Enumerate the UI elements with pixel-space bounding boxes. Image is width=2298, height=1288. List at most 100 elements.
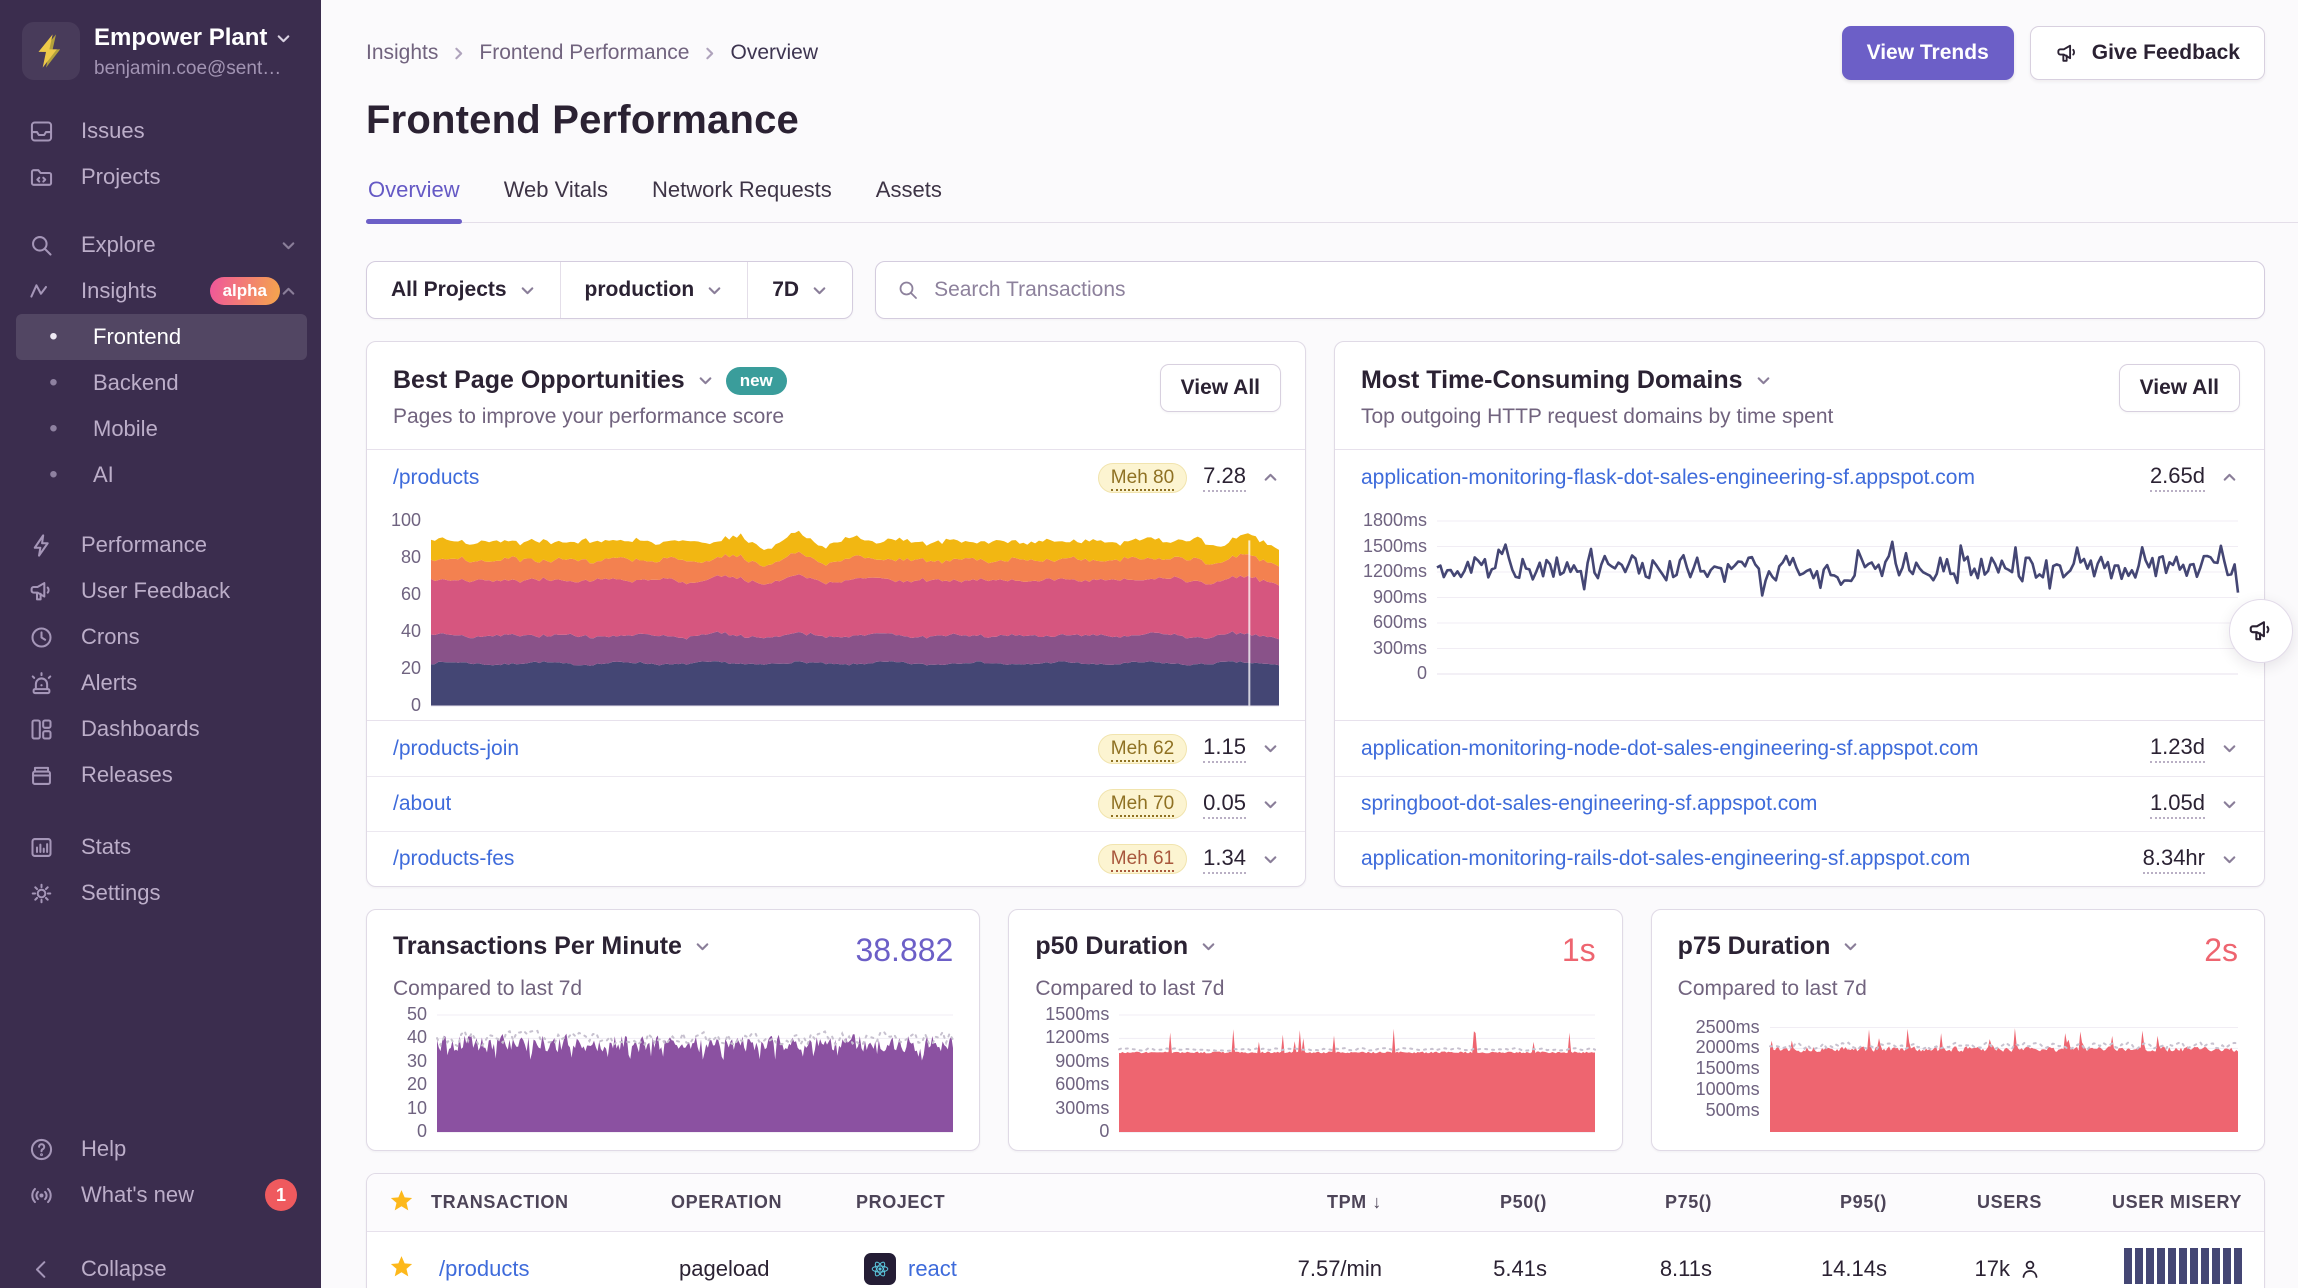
column-header-users[interactable]: USERS <box>1976 1192 2042 1212</box>
sidebar-item-performance[interactable]: Performance <box>16 522 307 568</box>
chevron-down-icon[interactable] <box>1200 938 1217 955</box>
sidebar-nav: Issues Projects Explore Insights alpha • <box>16 108 307 916</box>
sidebar-item-stats[interactable]: Stats <box>16 824 307 870</box>
tab-web-vitals[interactable]: Web Vitals <box>503 177 609 202</box>
view-trends-button[interactable]: View Trends <box>1841 26 2014 80</box>
chevron-down-icon[interactable] <box>1262 740 1279 757</box>
column-header-p75[interactable]: P75() <box>1664 1192 1712 1212</box>
domain-link[interactable]: springboot-dot-sales-engineering-sf.apps… <box>1361 792 1818 815</box>
opportunity-value: 1.34 <box>1203 845 1246 874</box>
search-icon <box>28 232 55 259</box>
score-badge[interactable]: Meh 62 <box>1097 733 1188 764</box>
page-row-products: /products Meh 80 7.28 <box>367 450 1305 505</box>
give-feedback-button[interactable]: Give Feedback <box>2029 26 2265 80</box>
page-link[interactable]: /products-join <box>393 736 520 760</box>
sidebar-item-backend[interactable]: • Backend <box>16 360 307 406</box>
org-switcher[interactable]: Empower Plant benjamin.coe@sent… <box>16 22 307 80</box>
score-badge[interactable]: Meh 80 <box>1097 462 1188 493</box>
new-badge: new <box>725 366 787 395</box>
view-all-button[interactable]: View All <box>1159 364 1281 412</box>
gear-icon <box>28 880 55 907</box>
box-icon <box>28 762 55 789</box>
column-header-project[interactable]: PROJECT <box>856 1192 946 1212</box>
org-name[interactable]: Empower Plant <box>94 24 268 51</box>
sidebar-item-frontend[interactable]: • Frontend <box>16 314 307 360</box>
date-range-filter[interactable]: 7D <box>747 262 852 318</box>
domain-link[interactable]: application-monitoring-flask-dot-sales-e… <box>1361 465 1975 489</box>
breadcrumb-insights[interactable]: Insights <box>366 41 439 64</box>
score-badge[interactable]: Meh 70 <box>1097 789 1188 819</box>
whats-new-count-badge: 1 <box>265 1179 297 1211</box>
sidebar-item-ai[interactable]: • AI <box>16 452 307 498</box>
page-link[interactable]: /products-fes <box>393 847 515 870</box>
chevron-down-icon[interactable] <box>1842 938 1859 955</box>
sidebar-item-user-feedback[interactable]: User Feedback <box>16 568 307 614</box>
page-link[interactable]: /products <box>393 465 480 489</box>
breadcrumb-frontend-performance[interactable]: Frontend Performance <box>479 41 690 64</box>
search-transactions-input[interactable] <box>934 278 2244 302</box>
star-icon[interactable] <box>389 1254 414 1279</box>
score-badge[interactable]: Meh 61 <box>1097 844 1188 874</box>
sidebar-item-explore[interactable]: Explore <box>16 222 307 268</box>
user-misery-bars <box>2124 1248 2242 1284</box>
domain-row-node: application-monitoring-node-dot-sales-en… <box>1335 721 2264 776</box>
chevron-down-icon[interactable] <box>1262 796 1279 813</box>
project-link[interactable]: react <box>908 1256 957 1281</box>
sidebar-item-whats-new[interactable]: What's new 1 <box>16 1172 307 1218</box>
column-header-transaction[interactable]: TRANSACTION <box>431 1192 569 1212</box>
environment-filter[interactable]: production <box>559 262 748 318</box>
metric-value: 38.882 <box>855 932 954 968</box>
tab-overview[interactable]: Overview <box>366 173 462 224</box>
sidebar-collapse-button[interactable]: Collapse <box>16 1246 307 1288</box>
sidebar-item-crons[interactable]: Crons <box>16 614 307 660</box>
project-cell: react <box>856 1253 1204 1285</box>
chevron-down-icon[interactable] <box>2221 851 2238 868</box>
sidebar-item-mobile[interactable]: • Mobile <box>16 406 307 452</box>
chevron-up-icon <box>282 287 295 295</box>
page-link[interactable]: /about <box>393 792 452 815</box>
bar-chart-icon <box>28 834 55 861</box>
sidebar-item-projects[interactable]: Projects <box>16 154 307 200</box>
sidebar-item-insights[interactable]: Insights alpha <box>16 268 307 314</box>
domain-link[interactable]: application-monitoring-rails-dot-sales-e… <box>1361 847 1971 870</box>
sidebar-item-help[interactable]: Help <box>16 1126 307 1172</box>
issues-icon <box>28 118 55 145</box>
chevron-down-icon[interactable] <box>697 372 714 389</box>
tab-assets[interactable]: Assets <box>875 177 942 202</box>
column-header-tpm[interactable]: TPM ↓ <box>1326 1192 1382 1212</box>
feedback-widget-button[interactable] <box>2229 599 2293 663</box>
chevron-down-icon[interactable] <box>2221 796 2238 813</box>
megaphone-icon <box>2247 617 2275 645</box>
sidebar-item-releases[interactable]: Releases <box>16 752 307 798</box>
chevron-down-icon[interactable] <box>694 938 711 955</box>
domain-link[interactable]: application-monitoring-node-dot-sales-en… <box>1361 736 1979 760</box>
project-filter[interactable]: All Projects <box>367 262 560 318</box>
chevron-down-icon[interactable] <box>2221 740 2238 757</box>
page-row-about: /about Meh 70 0.05 <box>367 776 1305 831</box>
sidebar-item-dashboards[interactable]: Dashboards <box>16 706 307 752</box>
chevron-up-icon[interactable] <box>1262 469 1279 486</box>
card-subtitle: Top outgoing HTTP request domains by tim… <box>1361 405 1834 428</box>
opportunity-value: 7.28 <box>1203 463 1246 492</box>
megaphone-icon <box>2055 41 2080 66</box>
chevron-down-icon[interactable] <box>1755 372 1772 389</box>
chevron-up-icon[interactable] <box>2221 469 2238 486</box>
tpm-cell: 7.57/min <box>1297 1256 1382 1281</box>
metric-value: 1s <box>1561 932 1596 968</box>
star-icon[interactable] <box>389 1188 414 1213</box>
chevron-down-icon[interactable] <box>1262 851 1279 868</box>
page-filter-control: All Projects production 7D <box>366 261 854 319</box>
sidebar-item-alerts[interactable]: Alerts <box>16 660 307 706</box>
dashboard-grid-icon <box>28 716 55 743</box>
tab-network-requests[interactable]: Network Requests <box>652 177 832 202</box>
sidebar-item-settings[interactable]: Settings <box>16 870 307 916</box>
view-all-button[interactable]: View All <box>2118 364 2240 412</box>
column-header-operation[interactable]: OPERATION <box>671 1192 783 1212</box>
p75-duration-chart: 2500ms 2000ms 1500ms 1000ms 500ms <box>1678 1015 2239 1132</box>
sidebar-item-issues[interactable]: Issues <box>16 108 307 154</box>
column-header-p95[interactable]: P95() <box>1839 1192 1887 1212</box>
column-header-p50[interactable]: P50() <box>1499 1192 1547 1212</box>
transaction-link[interactable]: /products <box>439 1256 530 1281</box>
column-header-user-misery[interactable]: USER MISERY <box>2112 1192 2242 1212</box>
